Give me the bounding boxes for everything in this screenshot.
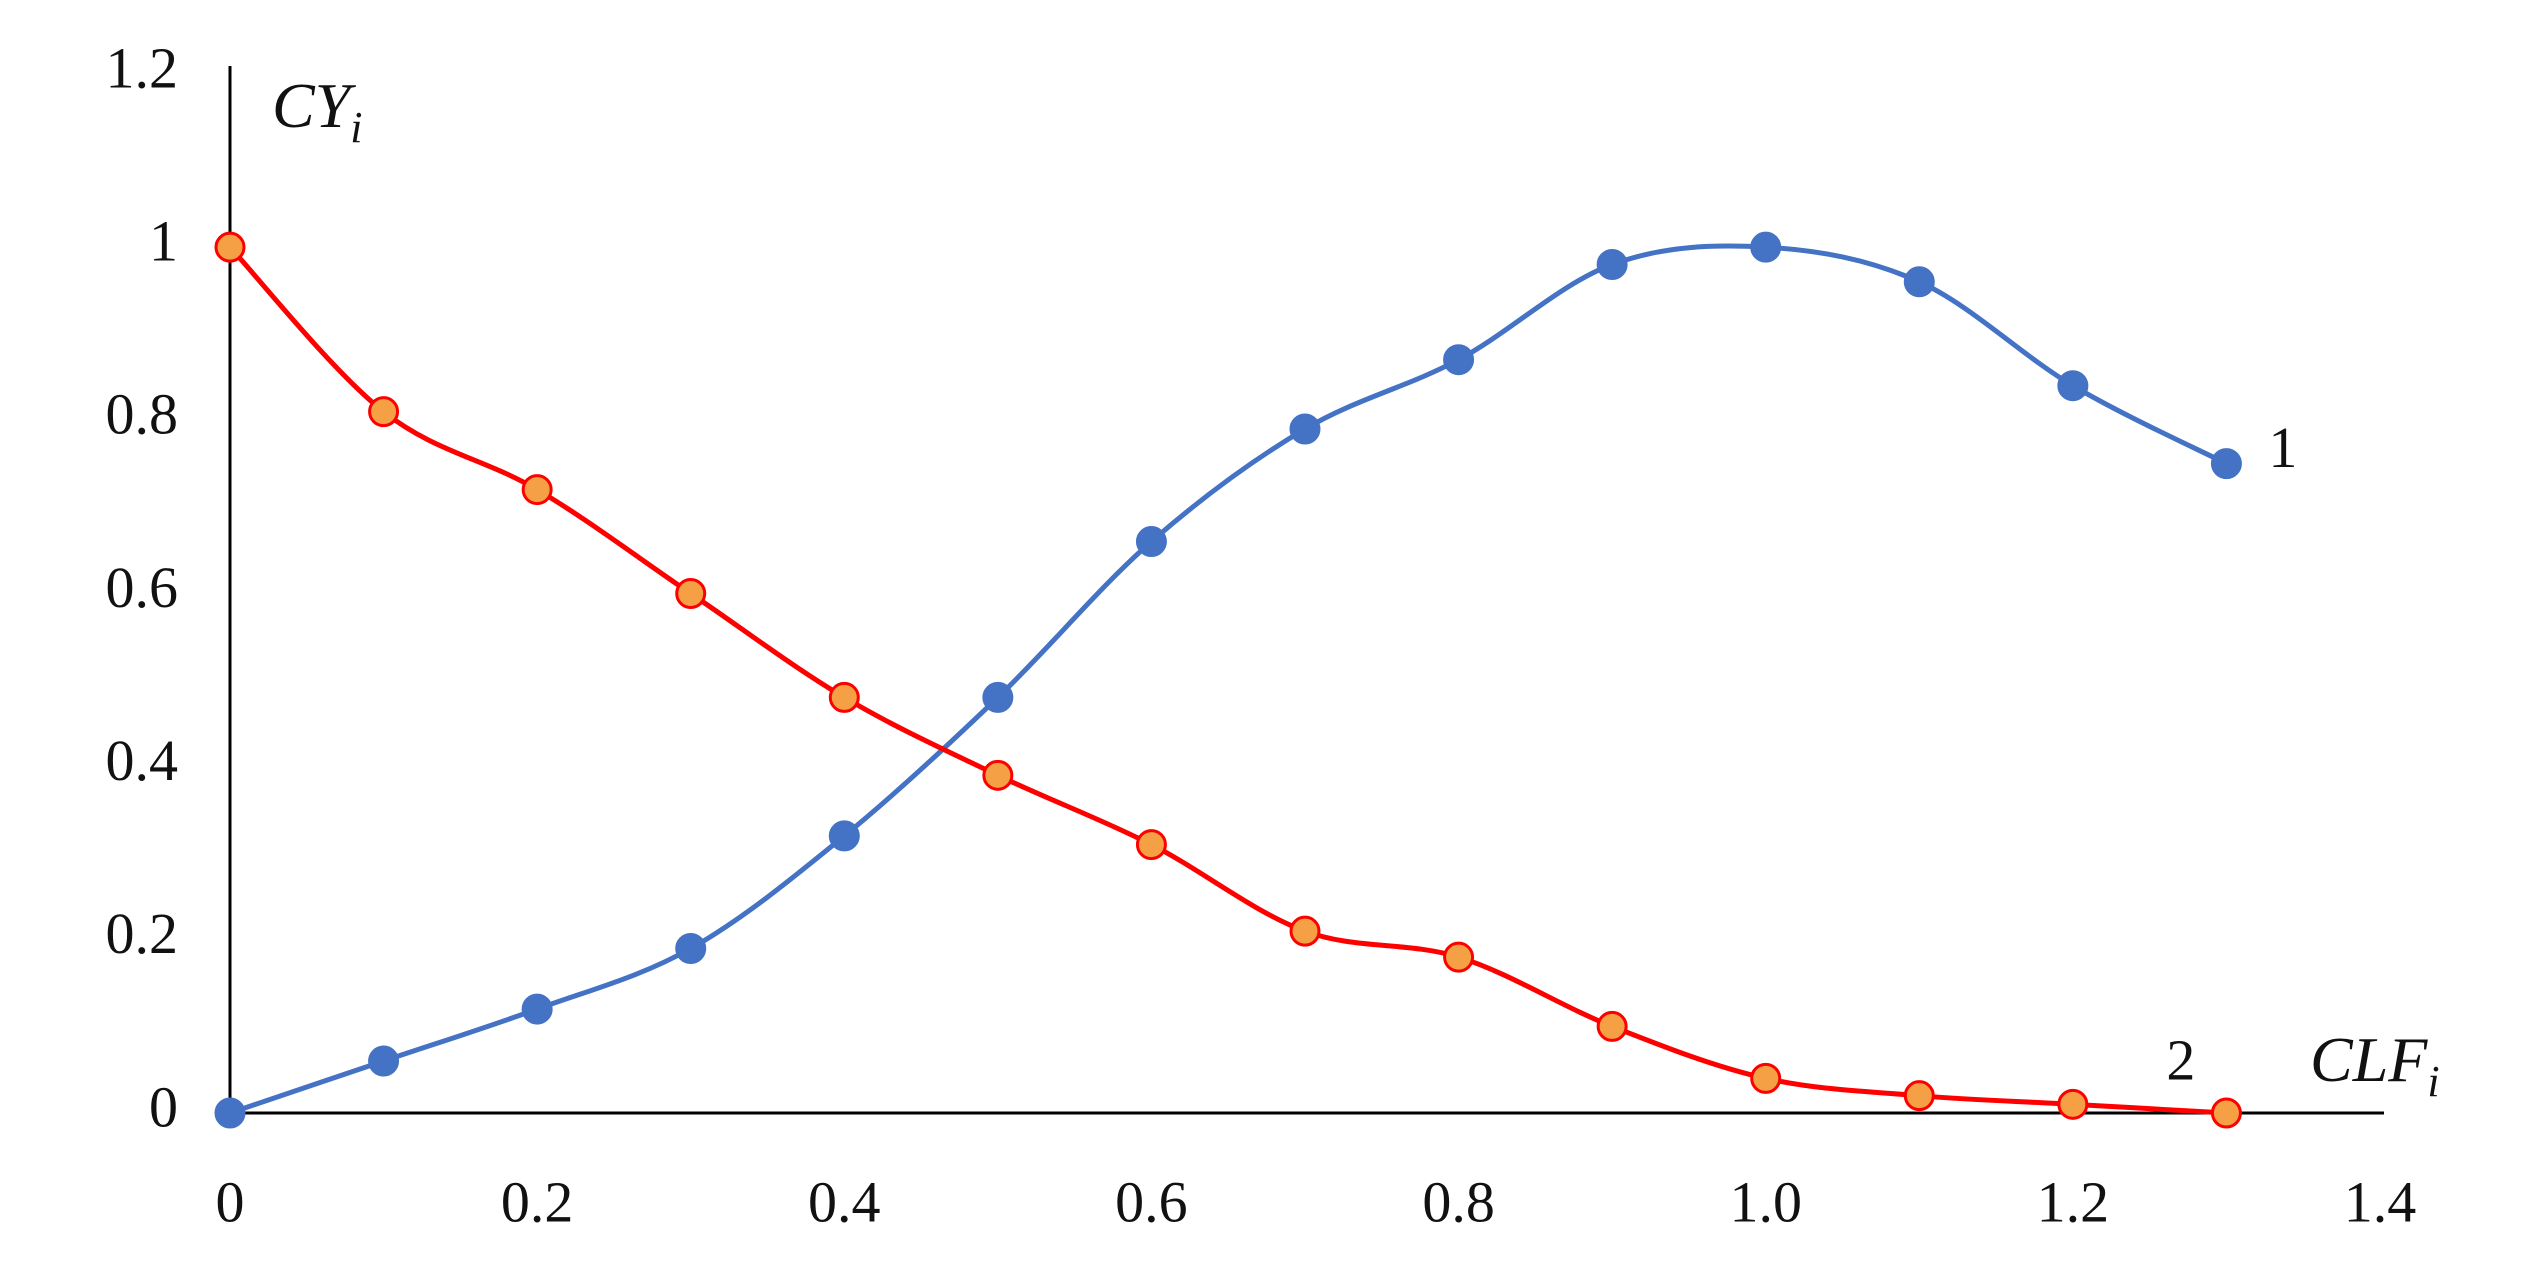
data-point [828, 820, 860, 852]
data-point [675, 578, 707, 609]
data-point [521, 474, 553, 506]
y-tick-label: 0 [149, 1074, 178, 1139]
data-point [1750, 231, 1782, 263]
data-point [2210, 1097, 2242, 1129]
x-axis-label-text: CLF [2310, 1024, 2428, 1095]
data-point [1443, 344, 1475, 376]
data-point [214, 1097, 246, 1129]
y-tick-label: 1 [149, 208, 178, 273]
data-point [1289, 413, 1321, 445]
data-point [1596, 248, 1628, 280]
data-point [1135, 526, 1167, 558]
data-point [2210, 448, 2242, 480]
data-point [828, 681, 860, 713]
series-label: 1 [2268, 415, 2297, 480]
y-tick-label: 0.6 [106, 555, 179, 620]
data-point [1596, 1010, 1628, 1042]
x-tick-label: 0.6 [1115, 1169, 1188, 1234]
y-tick-label: 0.8 [106, 382, 179, 447]
data-point [368, 396, 400, 428]
y-tick-label: 0.4 [106, 728, 179, 793]
x-axis-label: CLFi [2310, 1024, 2440, 1106]
data-point [2057, 1088, 2089, 1120]
y-axis-label-subscript: i [350, 103, 362, 152]
x-tick-label: 1.2 [2037, 1169, 2110, 1234]
x-tick-label: 0 [216, 1169, 245, 1234]
series-line [229, 243, 2228, 1116]
data-point [675, 932, 707, 964]
series-line [228, 245, 2227, 1116]
data-point [1750, 1062, 1782, 1094]
x-tick-label: 0.4 [808, 1169, 881, 1234]
x-tick-label: 0.2 [501, 1169, 574, 1234]
y-axis-label-text: CY [272, 70, 357, 141]
data-point [521, 993, 553, 1025]
data-point [1903, 266, 1935, 298]
y-tick-label: 1.2 [106, 35, 179, 100]
data-point [1443, 941, 1475, 973]
data-point [1135, 829, 1167, 861]
data-point [1903, 1080, 1935, 1112]
x-tick-label: 1.4 [2344, 1169, 2417, 1234]
data-point [368, 1045, 400, 1077]
data-point [982, 759, 1014, 791]
y-tick-label: 0.2 [106, 901, 179, 966]
data-point [214, 231, 246, 263]
data-point [2057, 370, 2089, 402]
series-label: 2 [2166, 1027, 2195, 1092]
x-tick-label: 1.0 [1729, 1169, 1802, 1234]
x-tick-label: 0.8 [1422, 1169, 1495, 1234]
y-axis-label: CYi [272, 70, 363, 152]
data-point [982, 681, 1014, 713]
data-point [1289, 915, 1321, 947]
x-axis-label-subscript: i [2427, 1057, 2439, 1106]
